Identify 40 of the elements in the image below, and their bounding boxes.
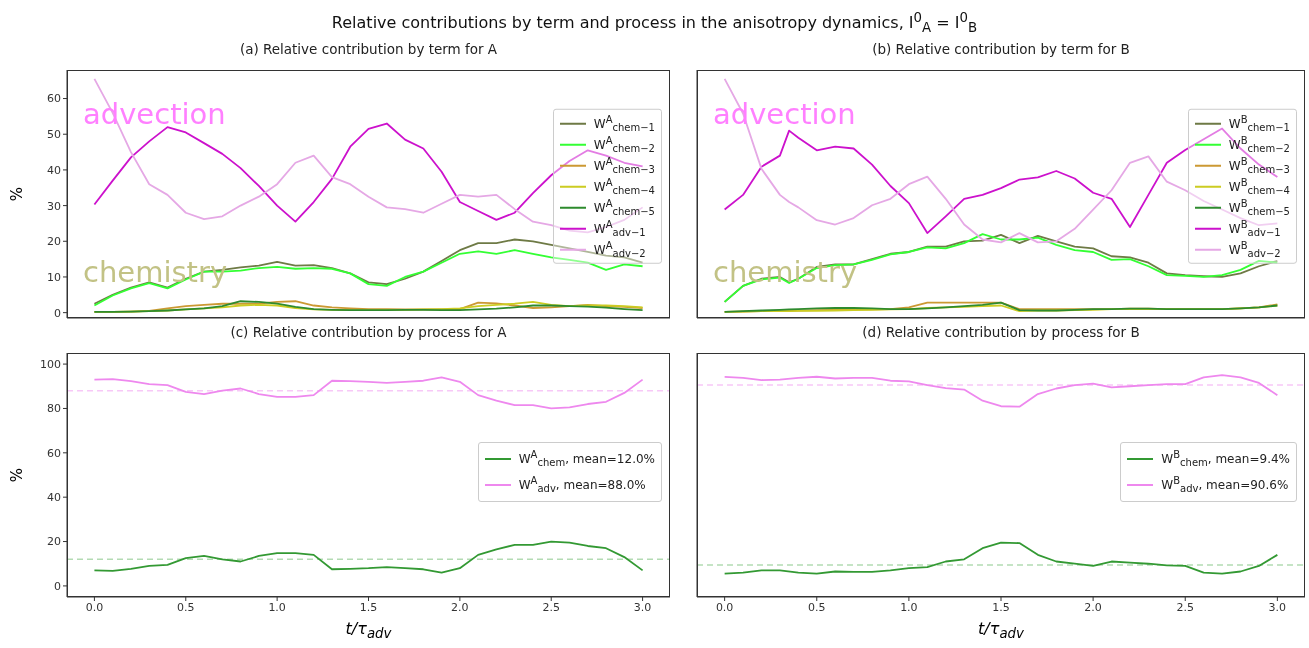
chart-subtitle: (a) Relative contribution by term for A: [239, 41, 498, 57]
y-tick-label: 40: [47, 163, 61, 177]
y-axis-title: %: [8, 186, 27, 202]
y-tick-label: 80: [47, 402, 61, 416]
x-tick-label: 1.0: [268, 600, 286, 614]
x-tick-label: 0.0: [85, 600, 104, 614]
x-axis-title: t/τ$_{adv}$: [978, 619, 1024, 642]
chart-title: (c) Relative contribution by process for A: [230, 324, 507, 340]
x-tick-label: 0.0: [715, 600, 734, 614]
x-tick-label: 2.5: [1176, 600, 1194, 614]
x-tick-label: 3.0: [633, 600, 652, 614]
x-tick-label: 1.5: [992, 600, 1010, 614]
y-tick-label: 0: [54, 306, 61, 320]
y-tick-label: 30: [47, 199, 61, 213]
x-tick-label: 2.0: [451, 600, 469, 614]
y-tick-label: 40: [47, 491, 61, 505]
x-tick-label: 1.5: [359, 600, 378, 614]
y-tick-label: 20: [47, 535, 61, 549]
legend-label: W$^{B}$$_{adv}$, mean=90.6%: [1161, 475, 1289, 495]
y-tick-label: 50: [47, 128, 61, 142]
y-tick-label: 60: [47, 92, 61, 106]
y-tick-label: 60: [47, 446, 61, 460]
y-tick-label: 0: [54, 579, 61, 593]
x-tick-label: 1.0: [900, 600, 918, 614]
y-tick-label: 20: [47, 235, 61, 249]
x-tick-label: 3.0: [1268, 600, 1287, 614]
annotation: chemistry: [83, 255, 228, 289]
chart-title: (d) Relative contribution by process for B: [862, 324, 1140, 340]
y-tick-label: 10: [47, 270, 61, 284]
y-tick-label: 100: [40, 358, 61, 371]
x-axis-title: t/τ$_{adv}$: [345, 619, 392, 642]
legend-label: W$^{A}$$_{chem}$, mean=12.0%: [518, 449, 655, 469]
x-tick-label: 0.5: [808, 600, 826, 614]
x-tick-label: 2.5: [542, 600, 560, 614]
x-tick-label: 2.0: [1084, 600, 1102, 614]
chart-title: (b) Relative contribution by term for B: [872, 41, 1130, 57]
x-tick-label: 0.5: [177, 600, 195, 614]
legend-label: W$^{B}$$_{chem}$, mean=9.4%: [1161, 449, 1290, 469]
y-axis-title: %: [8, 467, 27, 483]
legend-label: W$^{A}$$_{adv}$, mean=88.0%: [518, 475, 646, 495]
